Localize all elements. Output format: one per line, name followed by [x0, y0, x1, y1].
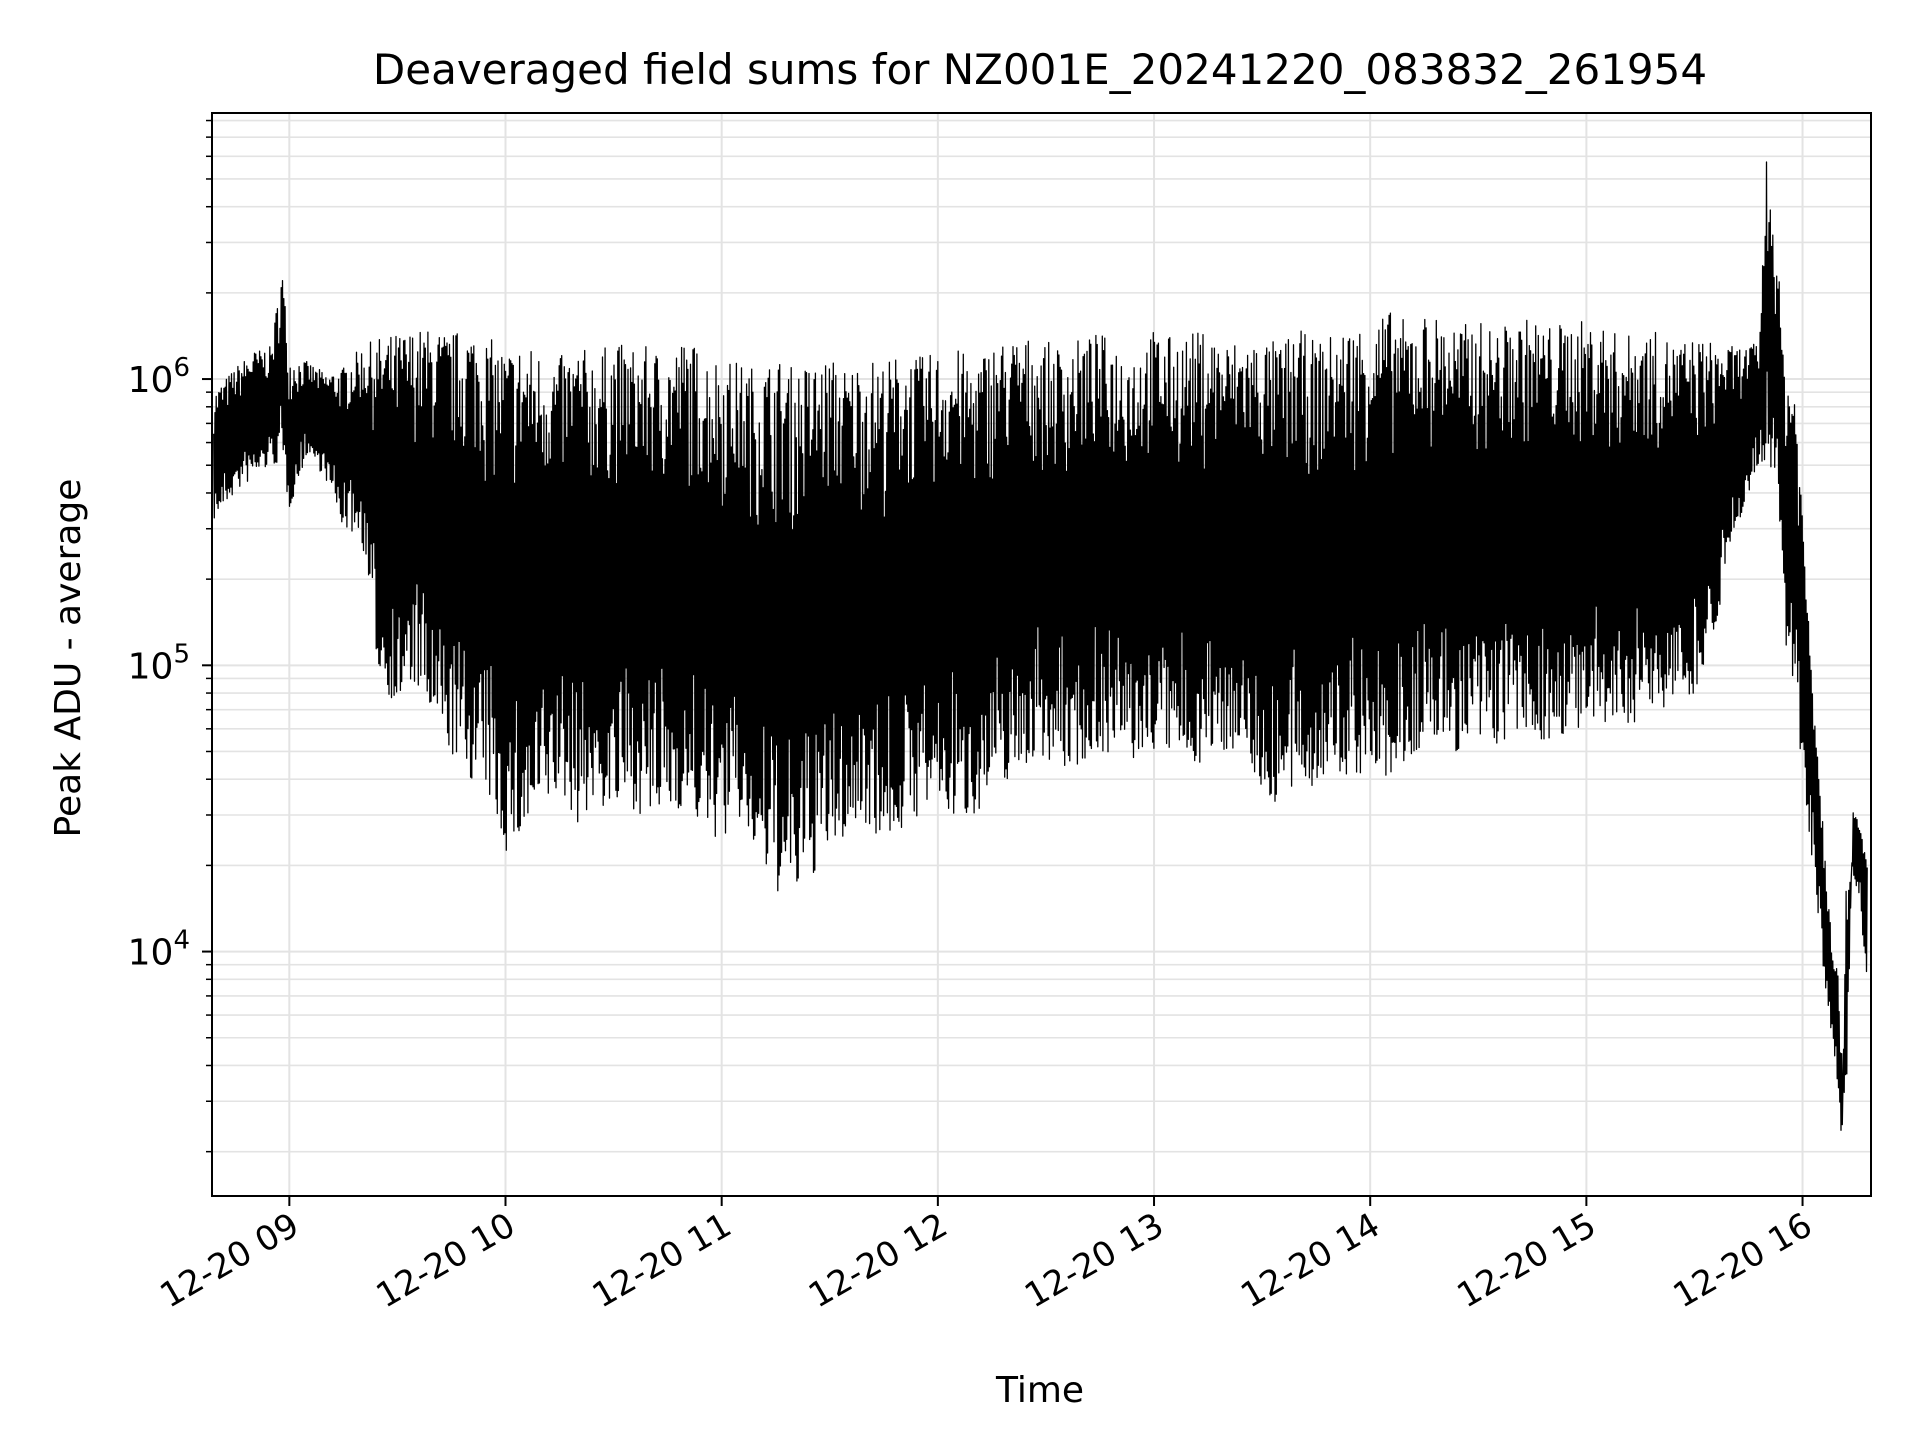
- y-axis: 104 105 106: [128, 119, 212, 1153]
- plot-frame: [211, 112, 1872, 1197]
- x-axis-label: Time: [995, 1370, 1084, 1411]
- y-tick-label: 106: [128, 353, 190, 401]
- y-tick-label: 105: [128, 639, 190, 687]
- y-tick-label: 104: [128, 926, 190, 974]
- series-line: [213, 161, 1868, 1131]
- y-axis-label: Peak ADU - average: [48, 479, 89, 838]
- chart-title: Deaveraged field sums for NZ001E_2024122…: [373, 45, 1707, 94]
- series-layer: [213, 161, 1868, 1131]
